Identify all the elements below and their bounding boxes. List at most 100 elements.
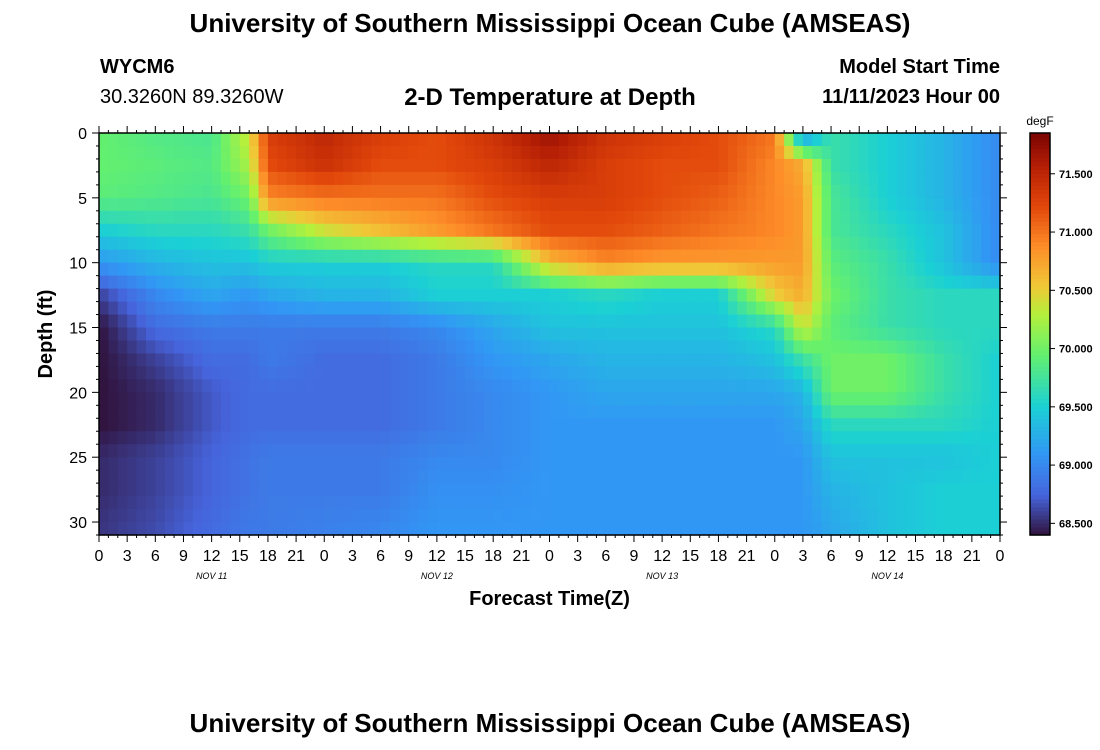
heatmap-cell [174, 405, 185, 419]
heatmap-cell [718, 314, 729, 329]
heatmap-cell [990, 470, 1001, 484]
heatmap-cell [633, 431, 644, 445]
heatmap-cell [136, 275, 147, 290]
heatmap-cell [465, 249, 476, 264]
heatmap-cell [202, 457, 213, 471]
heatmap-cell [446, 392, 457, 406]
heatmap-cell [746, 392, 757, 406]
heatmap-cell [483, 197, 494, 212]
heatmap-cell [239, 340, 250, 355]
heatmap-cell [680, 171, 691, 186]
heatmap-cell [849, 340, 860, 355]
colorbar-tick-label: 70.000 [1059, 344, 1093, 356]
heatmap-cell [624, 509, 635, 523]
heatmap-cell [164, 184, 175, 199]
heatmap-cell [718, 366, 729, 380]
heatmap-cell [849, 158, 860, 173]
heatmap-cell [258, 470, 269, 484]
heatmap-cell [633, 301, 644, 316]
heatmap-cell [662, 496, 673, 510]
heatmap-cell [502, 197, 513, 212]
heatmap-cell [117, 509, 128, 523]
colorbar-segment [1030, 414, 1050, 420]
heatmap-cell [765, 262, 776, 277]
heatmap-cell [502, 353, 513, 368]
heatmap-cell [981, 288, 992, 303]
heatmap-cell [136, 262, 147, 277]
heatmap-cell [530, 353, 541, 368]
heatmap-cell [474, 405, 485, 419]
heatmap-cell [164, 197, 175, 212]
heatmap-cell [765, 353, 776, 368]
heatmap-cell [934, 457, 945, 471]
heatmap-cell [239, 171, 250, 186]
heatmap-cell [643, 145, 654, 160]
heatmap-cell [192, 145, 203, 160]
heatmap-cell [183, 133, 194, 147]
heatmap-cell [418, 496, 429, 510]
heatmap-cell [868, 522, 879, 536]
heatmap-cell [934, 210, 945, 225]
heatmap-cell [558, 236, 569, 251]
heatmap-cell [971, 249, 982, 264]
heatmap-cell [990, 197, 1001, 212]
heatmap-cell [136, 496, 147, 510]
heatmap-cell [962, 301, 973, 316]
heatmap-cell [493, 418, 504, 432]
heatmap-cell [868, 210, 879, 225]
heatmap-cell [361, 236, 372, 251]
heatmap-cell [455, 509, 466, 523]
heatmap-cell [699, 457, 710, 471]
heatmap-cell [333, 210, 344, 225]
heatmap-cell [765, 223, 776, 238]
heatmap-cell [896, 457, 907, 471]
heatmap-cell [896, 470, 907, 484]
heatmap-cell [99, 158, 109, 173]
heatmap-cell [239, 405, 250, 419]
heatmap-cell [314, 275, 325, 290]
heatmap-cell [343, 405, 354, 419]
heatmap-cell [502, 262, 513, 277]
heatmap-cell [258, 145, 269, 160]
heatmap-cell [737, 353, 748, 368]
heatmap-cell [859, 197, 870, 212]
heatmap-cell [202, 262, 213, 277]
heatmap-cell [727, 197, 738, 212]
heatmap-cell [296, 249, 307, 264]
heatmap-cell [108, 496, 119, 510]
heatmap-cell [699, 133, 710, 147]
heatmap-cell [643, 470, 654, 484]
heatmap-cell [718, 197, 729, 212]
heatmap-cell [643, 314, 654, 329]
heatmap-cell [774, 145, 785, 160]
heatmap-cell [568, 444, 579, 458]
heatmap-cell [812, 288, 823, 303]
heatmap-cell [389, 379, 400, 393]
colorbar-segment [1030, 526, 1050, 532]
heatmap-cell [831, 275, 842, 290]
heatmap-cell [389, 405, 400, 419]
heatmap-cell [577, 314, 588, 329]
heatmap-cell [971, 522, 982, 536]
heatmap-cell [192, 133, 203, 147]
heatmap-cell [802, 171, 813, 186]
heatmap-cell [521, 327, 532, 342]
heatmap-cell [239, 275, 250, 290]
heatmap-cell [333, 444, 344, 458]
heatmap-cell [737, 366, 748, 380]
heatmap-cell [840, 327, 851, 342]
heatmap-cell [502, 314, 513, 329]
heatmap-cell [605, 496, 616, 510]
heatmap-cell [896, 509, 907, 523]
heatmap-cell [662, 314, 673, 329]
heatmap-cell [680, 301, 691, 316]
heatmap-cell [605, 509, 616, 523]
heatmap-cell [859, 366, 870, 380]
heatmap-cell [361, 327, 372, 342]
heatmap-cell [765, 197, 776, 212]
heatmap-cell [202, 327, 213, 342]
heatmap-cell [877, 509, 888, 523]
heatmap-cell [981, 223, 992, 238]
heatmap-cell [446, 340, 457, 355]
heatmap-cell [436, 314, 447, 329]
